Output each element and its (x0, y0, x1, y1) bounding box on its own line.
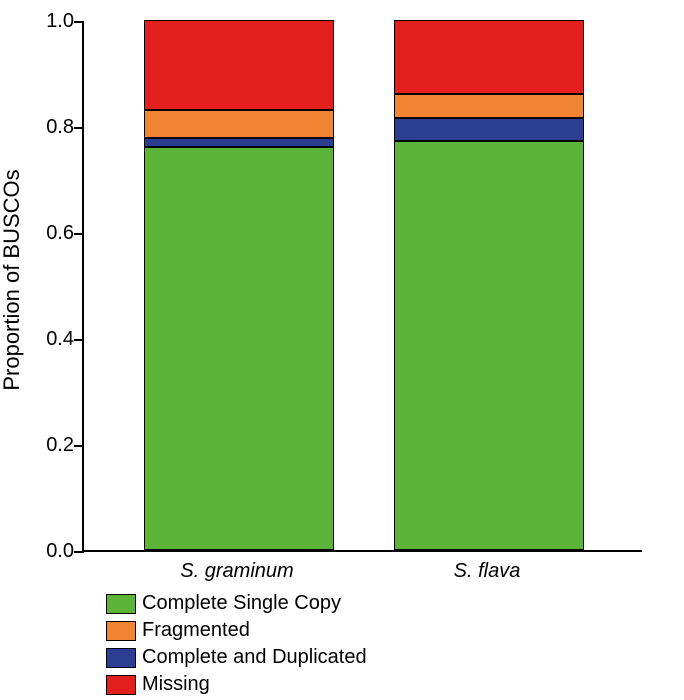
legend-row: Complete and Duplicated Missing (106, 646, 646, 700)
y-tick (74, 233, 84, 235)
legend-item-complete_single: Complete Single Copy (106, 592, 424, 615)
bar (144, 20, 334, 550)
legend-swatch (106, 648, 136, 668)
x-tick-label: S. flava (392, 560, 582, 583)
x-tick-label: S. graminum (142, 560, 332, 583)
legend-swatch (106, 621, 136, 641)
legend-label: Missing (142, 673, 210, 696)
y-tick (74, 551, 84, 553)
y-tick-label: 1.0 (18, 10, 74, 33)
segment-complete_single (144, 147, 334, 550)
y-axis-label: Proportion of BUSCOs (0, 169, 25, 390)
segment-complete_dup (144, 138, 334, 148)
segment-fragmented (144, 110, 334, 138)
segment-missing (144, 20, 334, 110)
legend-item-complete_dup: Complete and Duplicated (106, 646, 424, 669)
plot-area (82, 22, 642, 552)
legend-swatch (106, 675, 136, 695)
legend-label: Fragmented (142, 619, 250, 642)
y-tick-label: 0.8 (18, 116, 74, 139)
segment-complete_dup (394, 118, 584, 141)
y-tick (74, 445, 84, 447)
y-tick-label: 0.6 (18, 222, 74, 245)
legend-item-missing: Missing (106, 673, 306, 696)
y-tick-label: 0.0 (18, 540, 74, 563)
y-tick-label: 0.2 (18, 434, 74, 457)
y-tick-label: 0.4 (18, 328, 74, 351)
legend: Complete Single Copy Fragmented Complete a… (106, 592, 646, 700)
segment-complete_single (394, 141, 584, 550)
segment-missing (394, 20, 584, 94)
legend-label: Complete Single Copy (142, 592, 341, 615)
legend-row: Complete Single Copy Fragmented (106, 592, 646, 646)
bar (394, 20, 584, 550)
y-tick (74, 339, 84, 341)
segment-fragmented (394, 94, 584, 118)
y-tick (74, 21, 84, 23)
legend-label: Complete and Duplicated (142, 646, 367, 669)
legend-item-fragmented: Fragmented (106, 619, 306, 642)
y-tick (74, 127, 84, 129)
legend-swatch (106, 594, 136, 614)
busco-chart: Proportion of BUSCOs Complete Single Cop… (0, 0, 684, 663)
